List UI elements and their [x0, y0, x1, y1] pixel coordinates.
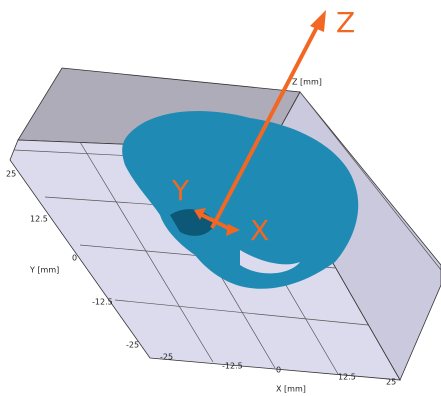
tick-label: 25: [6, 170, 16, 179]
tick-label: 25: [386, 378, 396, 387]
tick-label: -12.5: [92, 298, 113, 307]
x-arrow-label: X: [250, 214, 269, 247]
z-arrow-label: Z: [336, 6, 355, 39]
tick-label: 12.5: [338, 373, 356, 382]
plot-3d: Z Y X Z [mm] Y [mm] X [mm] 25 12.5 0 -12.5 -…: [0, 0, 441, 396]
tick-label: -25: [126, 341, 139, 350]
page: {"axes": {"z_label": "Z [mm]", "y_label"…: [0, 0, 441, 396]
tick-label: -25: [160, 353, 173, 362]
tick-label: 12.5: [30, 215, 48, 224]
y-axis-label: Y [mm]: [29, 266, 59, 275]
z-axis-label: Z [mm]: [292, 78, 322, 87]
y-arrow-label: Y: [171, 174, 190, 207]
tick-label: -12.5: [222, 362, 243, 371]
tick-label: 0: [276, 366, 281, 375]
tick-label: 0: [72, 254, 77, 263]
x-axis-label: X [mm]: [276, 385, 306, 394]
